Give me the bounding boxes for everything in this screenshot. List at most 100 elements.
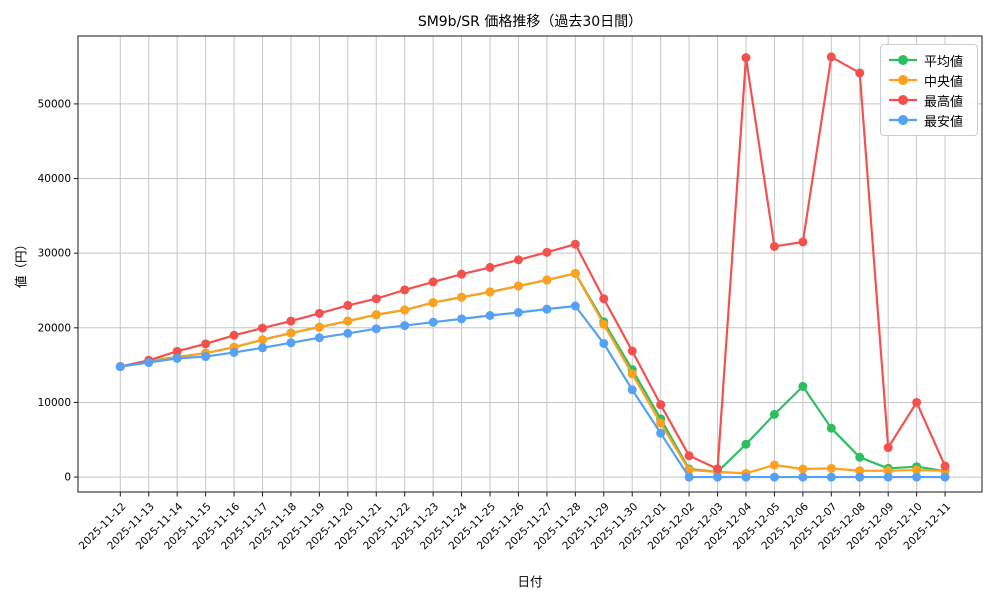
series-max-point [371, 294, 381, 304]
series-median-point [286, 328, 296, 338]
series-median-point [371, 310, 381, 320]
series-min-point [400, 321, 410, 331]
series-median-point [826, 463, 836, 473]
series-min [115, 301, 950, 482]
series-average-point [798, 381, 808, 391]
series-min-point [286, 338, 296, 348]
series-max-point [172, 346, 182, 356]
series-median-point [912, 465, 922, 475]
legend-marker-max-icon [889, 95, 917, 105]
legend-item-median: 中央値 [888, 70, 969, 90]
series-max-point [229, 330, 239, 340]
legend-label-min: 最安値 [924, 114, 964, 130]
series-median-point [656, 418, 666, 428]
series-max-point [684, 451, 694, 461]
series-max-point [542, 247, 552, 257]
series-min-point [144, 358, 154, 368]
series-min-point [258, 343, 267, 353]
series-median-point [314, 322, 324, 332]
series-max-point [599, 294, 609, 304]
series-median-point [428, 298, 438, 308]
series-average-point [826, 423, 836, 433]
y-tick-label: 20000 [38, 322, 71, 334]
series-average-point [769, 409, 779, 419]
series-median-point [599, 319, 609, 329]
series-max-point [400, 285, 410, 295]
series-max-point [741, 53, 751, 63]
series-min-point [229, 347, 239, 357]
legend-item-average: 平均値 [888, 50, 969, 70]
axis-ticks [74, 103, 946, 497]
series-max-point [570, 239, 580, 249]
series-min-point [883, 472, 893, 482]
series-min-point [542, 304, 552, 314]
series-max-point [883, 443, 893, 453]
series-min-point [627, 385, 637, 395]
series-min-line [120, 304, 946, 479]
series-median-point [400, 305, 410, 315]
series-median-point [769, 460, 779, 470]
series-max-point [513, 255, 523, 265]
series-min-point [428, 317, 438, 327]
series-median-point [513, 281, 523, 291]
series-min-point [314, 333, 324, 343]
y-tick-label: 40000 [38, 173, 71, 185]
y-tick-label: 30000 [38, 248, 71, 260]
series-median-line [120, 272, 946, 475]
series-median-point [570, 268, 580, 278]
series-min-point [513, 308, 523, 318]
legend-label-average: 平均値 [924, 54, 964, 70]
series-average-line [120, 272, 946, 473]
series-min-point [599, 338, 609, 348]
y-tick-label: 0 [64, 472, 71, 484]
series-median-point [485, 287, 495, 297]
series-min-point [855, 472, 865, 482]
series-min-point [656, 428, 666, 438]
series-min-point [457, 314, 467, 324]
series-max-point [855, 68, 865, 78]
legend-marker-average-icon [889, 55, 917, 65]
y-tick-label: 50000 [38, 98, 71, 110]
series-min-point [172, 353, 182, 363]
series-max-point [656, 400, 666, 410]
chart-title: SM9b/SR 価格推移（過去30日間） [417, 14, 643, 30]
series-max-line [120, 55, 947, 470]
series-max-point [713, 464, 723, 474]
legend-marker-min-icon [889, 115, 917, 125]
series-min-point [371, 324, 381, 334]
series-min-point [684, 472, 694, 482]
series-max-point [798, 237, 808, 247]
axis-tick-labels: 010000200003000040000500002025-11-122025… [38, 98, 954, 552]
series-median-point [457, 292, 467, 302]
series-median-point [627, 369, 637, 379]
series-max-point [457, 269, 467, 279]
series-min-point [201, 352, 211, 362]
series-average-point [855, 452, 865, 462]
y-axis-label: 値（円） [13, 237, 29, 289]
series-median-point [798, 464, 808, 474]
series-min-point [826, 472, 836, 482]
series-min-point [485, 310, 495, 320]
legend-marker-median-icon [889, 75, 917, 85]
series-max-point [286, 316, 296, 326]
gridlines [78, 36, 982, 492]
series-min-point [940, 472, 950, 482]
series-max-point [826, 52, 836, 62]
series-min-point [798, 472, 808, 482]
series-max [115, 52, 950, 474]
series-min-point [912, 472, 922, 482]
y-tick-label: 10000 [38, 397, 71, 409]
series-max-point [201, 339, 211, 349]
series-median-point [883, 466, 893, 476]
series-max-point [627, 346, 637, 356]
series-median-point [258, 335, 267, 345]
legend-label-median: 中央値 [924, 74, 964, 90]
series-average [115, 268, 950, 477]
plot-border [77, 35, 983, 493]
series-median-point [343, 316, 353, 326]
series-max-point [428, 277, 438, 287]
legend-label-max: 最高値 [924, 94, 964, 110]
series-median-point [542, 275, 552, 285]
